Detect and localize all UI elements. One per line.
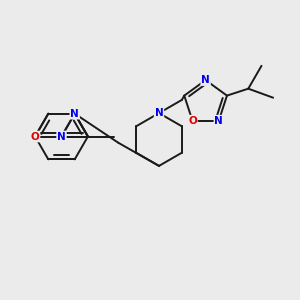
Text: N: N	[70, 109, 79, 118]
Text: N: N	[214, 116, 223, 126]
Text: N: N	[154, 108, 164, 118]
Text: N: N	[57, 131, 66, 142]
Text: N: N	[201, 75, 210, 85]
Text: O: O	[31, 131, 40, 142]
Text: O: O	[188, 116, 197, 126]
